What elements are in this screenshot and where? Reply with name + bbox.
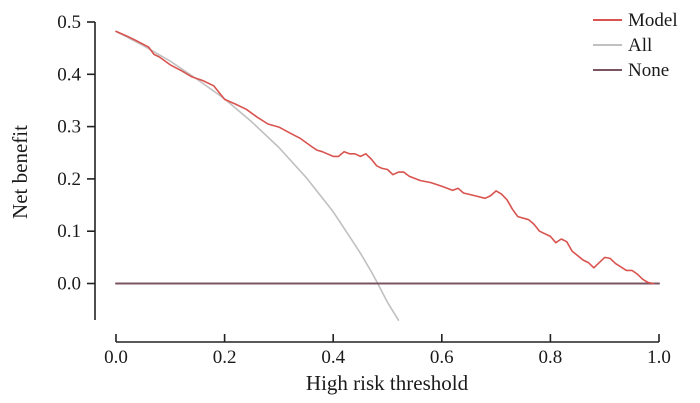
x-tick-label: 0.4 [321, 347, 345, 368]
y-tick-label: 0.4 [57, 64, 81, 85]
x-tick-label: 0.8 [539, 347, 563, 368]
series-line-all [115, 30, 400, 321]
y-ticks: 0.0 0.1 0.2 0.3 0.4 0.5 [57, 12, 95, 295]
series-line-model [115, 30, 655, 285]
y-tick-label: 0.3 [57, 117, 81, 138]
x-tick-label: 0.2 [213, 347, 237, 368]
y-tick-label: 0.5 [57, 12, 81, 33]
legend-label-model: Model [628, 10, 678, 31]
x-tick-label: 1.0 [647, 347, 671, 368]
legend-label-all: All [628, 35, 652, 56]
y-axis-title: Net benefit [8, 125, 32, 219]
series-layer [115, 30, 660, 321]
y-tick-label: 0.2 [57, 169, 81, 190]
x-ticks: 0.0 0.2 0.4 0.6 0.8 1.0 [104, 334, 671, 368]
y-tick-label: 0.1 [57, 221, 81, 242]
legend: Model All None [593, 10, 678, 81]
x-axis-title: High risk threshold [306, 371, 469, 395]
legend-label-none: None [628, 60, 669, 81]
x-tick-label: 0.6 [430, 347, 454, 368]
y-tick-label: 0.0 [57, 274, 81, 295]
x-tick-label: 0.0 [104, 347, 128, 368]
